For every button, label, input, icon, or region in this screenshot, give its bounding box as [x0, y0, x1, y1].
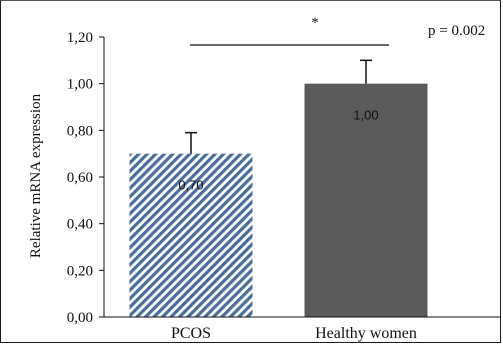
data-label: 0,70 [178, 178, 203, 193]
y-tick-label: 0,40 [67, 217, 93, 233]
x-category-label: Healthy women [315, 325, 417, 342]
y-tick-label: 1,20 [67, 30, 93, 46]
data-label: 1,00 [353, 108, 378, 123]
y-tick-label: 0,20 [67, 263, 93, 279]
bar-pcos [129, 153, 253, 317]
y-tick-label: 0,00 [67, 310, 93, 326]
y-tick-label: 0,80 [67, 123, 93, 139]
y-tick-label: 1,00 [67, 77, 93, 93]
x-category-label: PCOS [171, 325, 211, 342]
y-tick-label: 0,60 [67, 170, 93, 186]
bar-healthy-women [304, 83, 428, 318]
y-axis-label: Relative mRNA expression [28, 93, 44, 258]
significance-marker: * [311, 15, 319, 31]
p-value-annotation: p = 0.002 [428, 23, 485, 39]
